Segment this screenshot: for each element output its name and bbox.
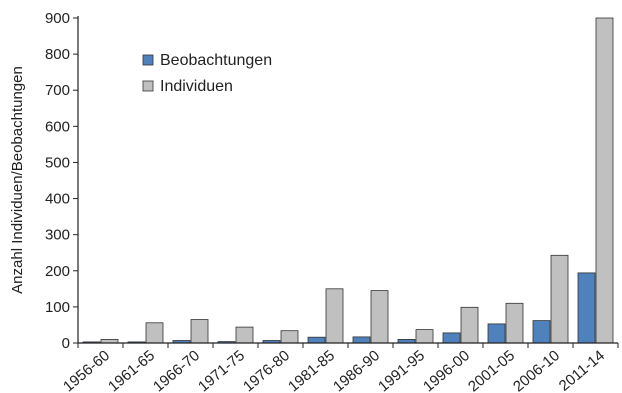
- bar-individuen-1996-00: [460, 306, 479, 344]
- axes-group: [77, 16, 618, 344]
- bar-beobachtungen-1981-85: [307, 336, 326, 344]
- bar-individuen-1976-80: [280, 330, 299, 344]
- y-tick-label-500: 500: [45, 154, 70, 171]
- legend-label-beobachtungen: Beobachtungen: [160, 52, 272, 69]
- y-tick-label-0: 0: [62, 335, 70, 352]
- legend: Beobachtungen Individuen: [142, 52, 272, 95]
- bar-individuen-2001-05: [505, 302, 524, 344]
- x-tick-label-2006-10: 2006-10: [510, 347, 563, 393]
- y-tick-label-800: 800: [45, 46, 70, 63]
- bar-beobachtungen-2006-10: [532, 320, 551, 344]
- legend-swatch-beobachtungen: [142, 54, 154, 66]
- bars-group: [82, 17, 614, 344]
- bar-beobachtungen-1996-00: [442, 332, 461, 344]
- y-tick-label-600: 600: [45, 118, 70, 135]
- x-tick-label-1996-00: 1996-00: [420, 347, 473, 393]
- bar-beobachtungen-2001-05: [487, 323, 506, 344]
- bar-individuen-2006-10: [550, 254, 569, 344]
- bar-individuen-1991-95: [415, 329, 434, 344]
- x-tick-label-1981-85: 1981-85: [285, 347, 338, 393]
- y-ticks-group: 0 100 200 300 400 500 600 700 800 900: [45, 10, 78, 352]
- x-tick-label-1991-95: 1991-95: [375, 347, 428, 393]
- x-tick-label-1986-90: 1986-90: [330, 347, 383, 393]
- x-ticks-group: 1956-601961-651966-701971-751976-801981-…: [60, 343, 619, 393]
- y-tick-label-400: 400: [45, 191, 70, 208]
- bar-beobachtungen-2011-14: [577, 272, 596, 344]
- bar-individuen-1961-65: [145, 322, 164, 344]
- bar-beobachtungen-1986-90: [352, 336, 371, 344]
- x-tick-label-1971-75: 1971-75: [195, 347, 248, 393]
- x-tick-label-2011-14: 2011-14: [556, 347, 608, 393]
- y-axis-label: Anzahl Individuen/Beobachtungen: [9, 66, 26, 294]
- y-tick-label-700: 700: [45, 82, 70, 99]
- bar-individuen-1981-85: [325, 288, 344, 344]
- y-tick-label-300: 300: [45, 227, 70, 244]
- x-tick-label-1961-65: 1961-65: [105, 347, 158, 393]
- x-tick-label-1976-80: 1976-80: [240, 347, 293, 393]
- bar-individuen-1986-90: [370, 290, 389, 344]
- y-tick-label-200: 200: [45, 263, 70, 280]
- bar-individuen-2011-14: [595, 17, 614, 344]
- x-tick-label-1966-70: 1966-70: [150, 347, 203, 393]
- bar-individuen-1971-75: [235, 326, 254, 344]
- legend-label-individuen: Individuen: [160, 78, 233, 95]
- bar-individuen-1966-70: [190, 319, 209, 344]
- x-tick-label-2001-05: 2001-05: [465, 347, 518, 393]
- x-tick-label-1956-60: 1956-60: [60, 347, 113, 393]
- y-tick-label-900: 900: [45, 10, 70, 27]
- y-tick-label-100: 100: [45, 299, 70, 316]
- legend-swatch-individuen: [142, 80, 154, 92]
